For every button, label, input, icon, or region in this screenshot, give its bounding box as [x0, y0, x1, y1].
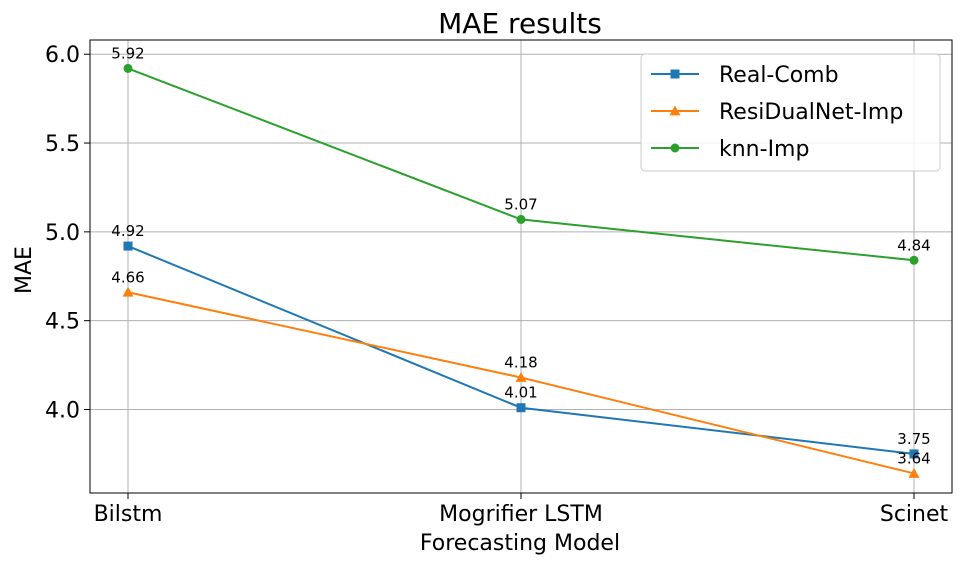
data-label-knn-imp: 5.07: [504, 195, 537, 213]
legend-marker-knn-imp: [670, 143, 680, 153]
x-axis-ticks: Bilstm Mogrifier LSTM Scinet: [94, 493, 949, 527]
data-label-residualnet-imp: 3.64: [897, 449, 930, 467]
x-axis-label: Forecasting Model: [420, 531, 620, 556]
legend-label-residualnet-imp: ResiDualNet-Imp: [719, 100, 903, 125]
y-axis-label: MAE: [12, 246, 37, 294]
y-tick-label: 6.0: [45, 43, 80, 68]
data-point-real-comb: [909, 449, 919, 459]
data-label-residualnet-imp: 4.66: [111, 268, 144, 286]
legend-marker-residualnet-imp: [669, 105, 681, 116]
x-tick-label: Scinet: [880, 502, 949, 527]
data-point-knn-imp: [123, 63, 133, 73]
y-tick-label: 5.0: [45, 221, 80, 246]
data-point-knn-imp: [909, 255, 919, 265]
data-label-real-comb: 4.01: [504, 384, 537, 402]
x-tick-label: Bilstm: [94, 502, 163, 527]
data-label-knn-imp: 5.92: [111, 44, 144, 62]
data-point-knn-imp: [516, 214, 526, 224]
data-labels: 4.92 4.01 3.75 4.66 4.18 3.64 5.92 5.07 4.84: [111, 44, 930, 467]
data-label-real-comb: 3.75: [897, 430, 930, 448]
legend-label-knn-imp: knn-Imp: [719, 137, 809, 162]
data-label-knn-imp: 4.84: [897, 236, 930, 254]
chart-title: MAE results: [438, 7, 602, 40]
data-point-real-comb: [516, 403, 526, 413]
legend: Real-Comb ResiDualNet-Imp knn-Imp: [640, 53, 941, 172]
y-tick-label: 4.5: [45, 310, 80, 335]
y-tick-label: 4.0: [45, 399, 80, 424]
data-label-residualnet-imp: 4.18: [504, 354, 537, 372]
data-point-residualnet-imp: [122, 286, 134, 297]
data-point-residualnet-imp: [908, 467, 920, 478]
series-layer: [122, 63, 920, 478]
y-tick-label: 5.5: [45, 132, 80, 157]
y-axis-ticks: 4.0 4.5 5.0 5.5 6.0: [45, 43, 90, 424]
legend-label-real-comb: Real-Comb: [719, 63, 839, 88]
x-tick-label: Mogrifier LSTM: [439, 502, 603, 527]
data-label-real-comb: 4.92: [111, 222, 144, 240]
legend-box: [640, 53, 941, 172]
data-point-residualnet-imp: [515, 372, 527, 382]
data-point-real-comb: [123, 241, 133, 251]
legend-marker-real-comb: [670, 69, 680, 79]
